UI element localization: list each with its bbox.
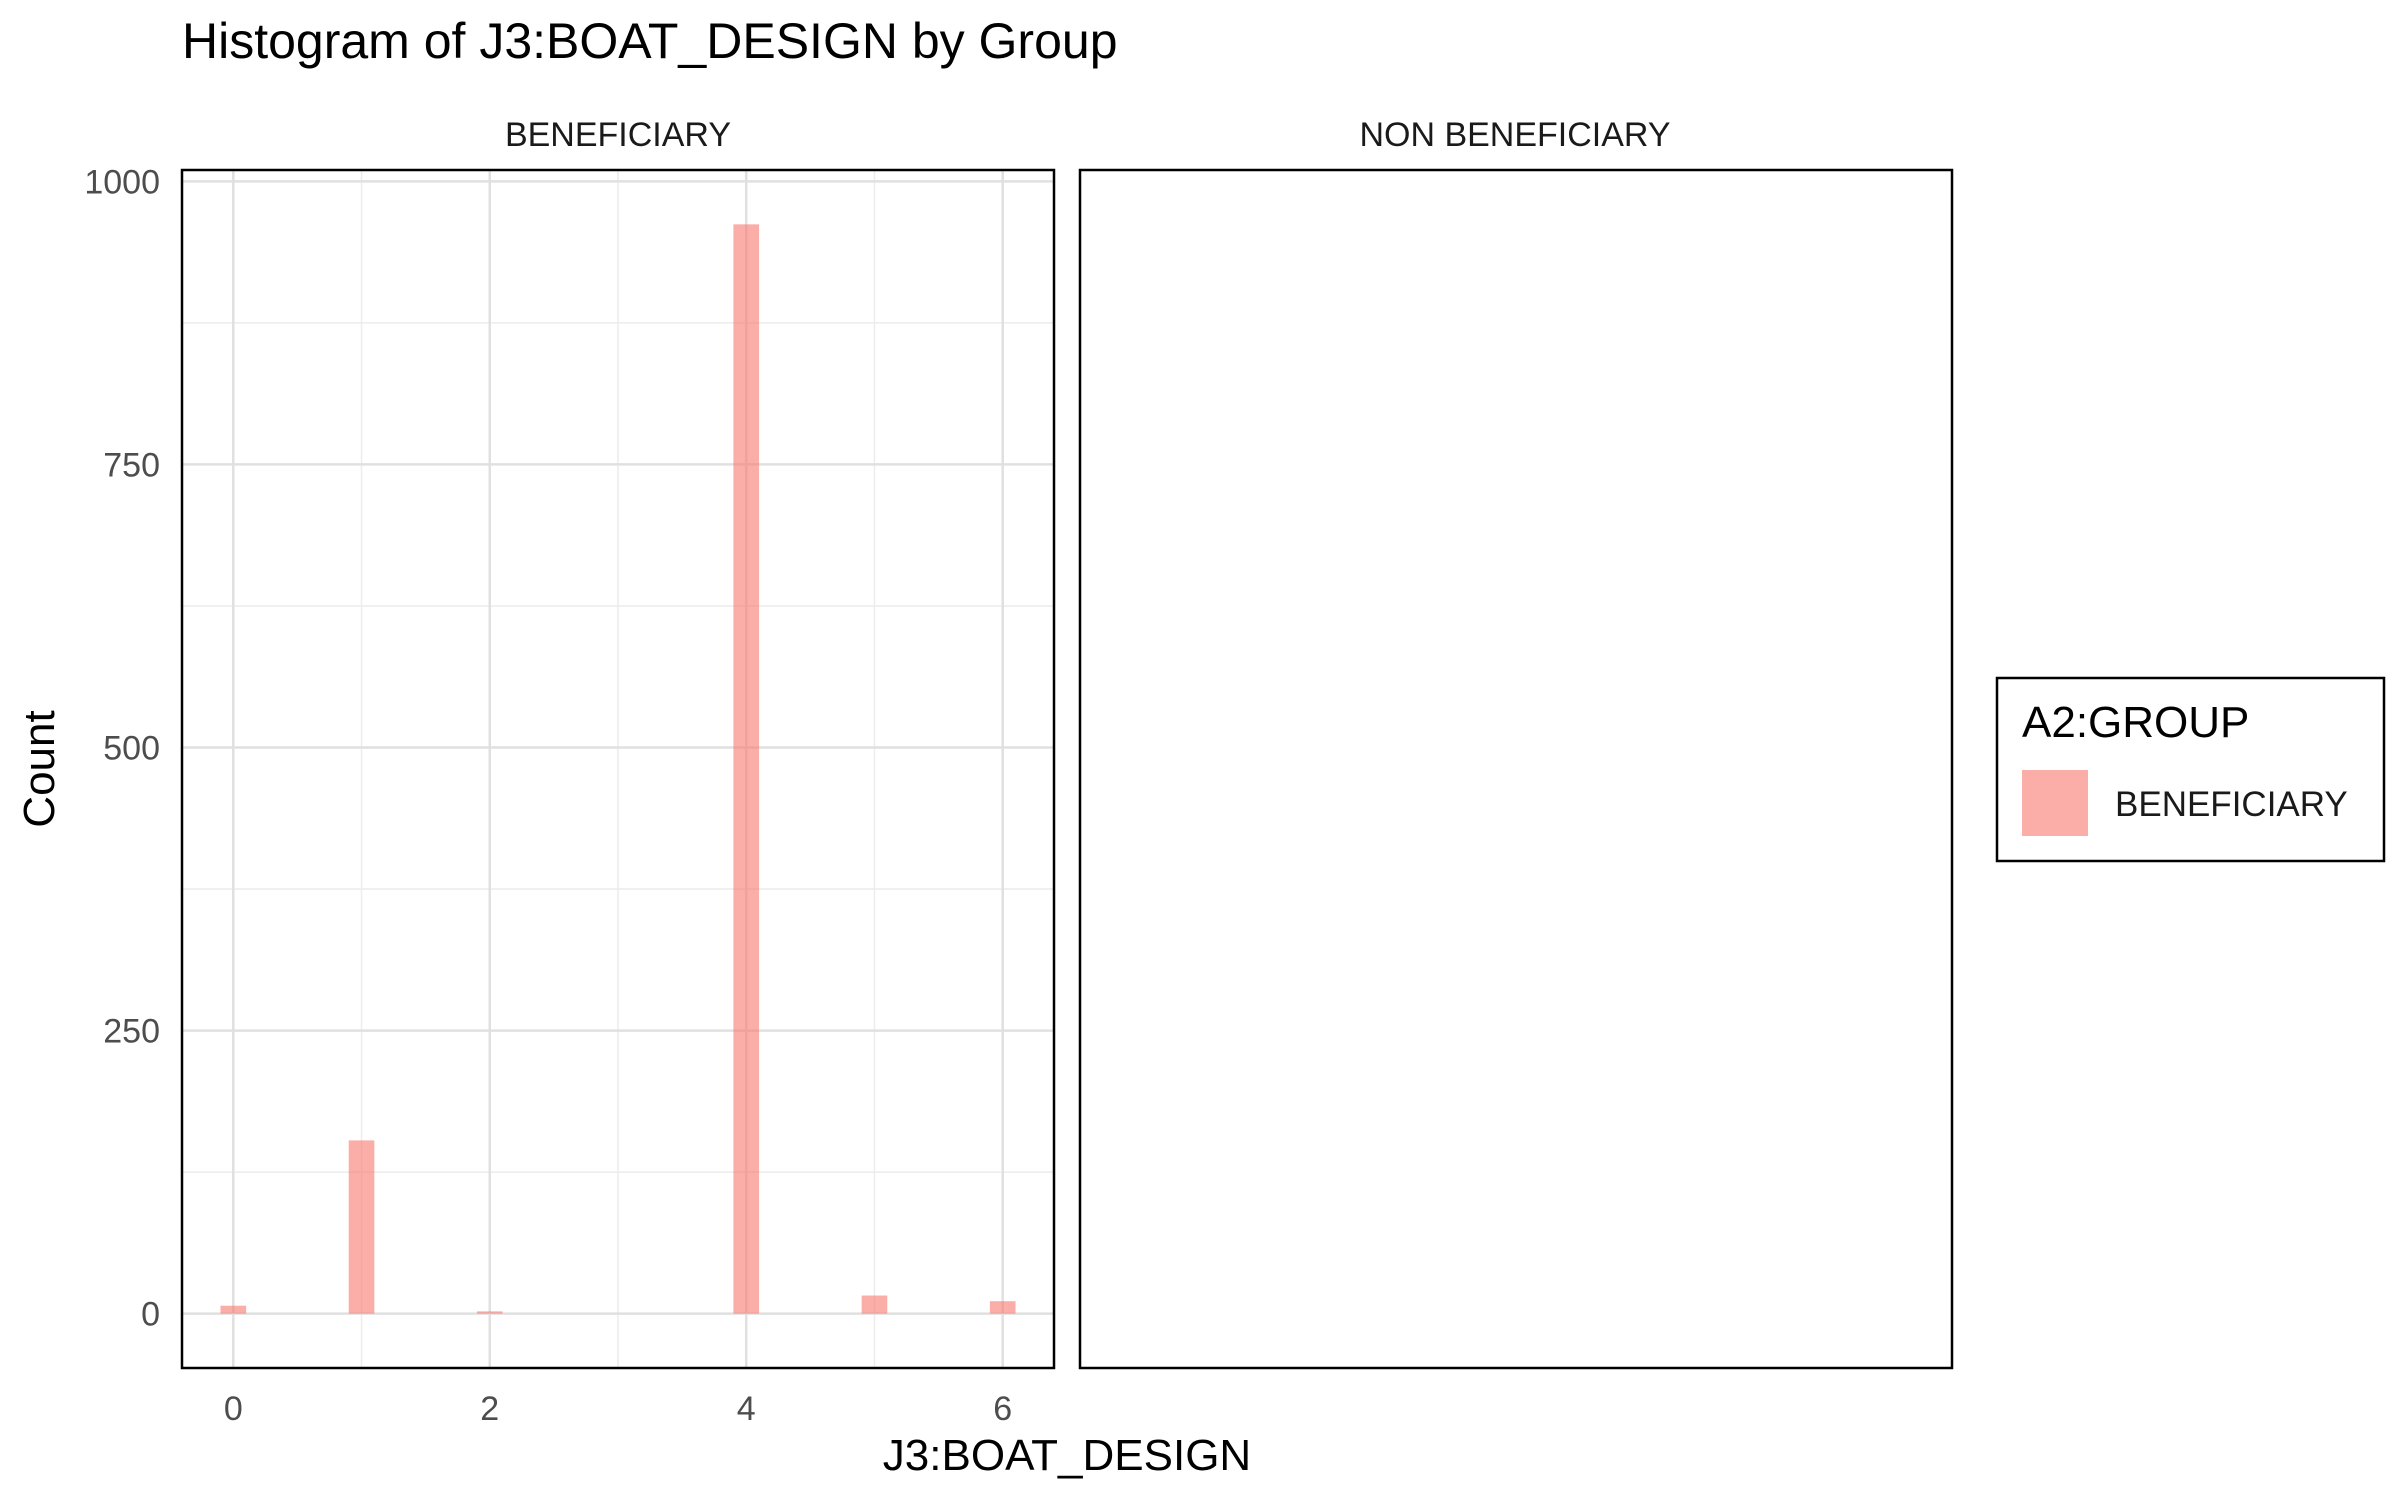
- histogram-bar: [348, 1140, 375, 1314]
- x-tick-label: 4: [737, 1390, 756, 1428]
- x-axis-title: J3:BOAT_DESIGN: [883, 1431, 1251, 1480]
- histogram-bar: [733, 224, 760, 1314]
- facet-panel-beneficiary: BENEFICIARY: [180, 116, 1056, 1370]
- y-axis-ticks: 0 250 500 750 1000: [84, 163, 160, 1333]
- y-tick-label: 250: [103, 1013, 160, 1051]
- panel-border: [1078, 168, 1954, 1370]
- histogram-bar: [476, 1311, 503, 1314]
- x-tick-label: 2: [480, 1390, 499, 1428]
- legend-title: A2:GROUP: [2022, 698, 2249, 747]
- y-tick-label: 500: [103, 729, 160, 767]
- histogram-bar: [861, 1295, 888, 1314]
- facet-strip-label: NON BENEFICIARY: [1359, 116, 1670, 154]
- facet-panel-non-beneficiary: NON BENEFICIARY: [1078, 116, 1954, 1370]
- x-tick-label: 6: [993, 1390, 1012, 1428]
- y-tick-label: 0: [141, 1296, 160, 1334]
- grid-lines: [182, 170, 1054, 1368]
- bar-series: [220, 224, 1016, 1314]
- legend-item-label: BENEFICIARY: [2115, 785, 2348, 824]
- facet-strip-label: BENEFICIARY: [505, 116, 731, 154]
- y-tick-label: 1000: [84, 163, 160, 201]
- legend: A2:GROUP BENEFICIARY: [1995, 676, 2386, 863]
- y-axis-title: Count: [15, 710, 64, 827]
- legend-key-swatch: [2022, 770, 2088, 836]
- histogram-bar: [220, 1305, 247, 1314]
- x-axis-ticks: 0 2 4 6: [224, 1390, 1012, 1428]
- chart-title: Histogram of J3:BOAT_DESIGN by Group: [182, 13, 1118, 69]
- x-tick-label: 0: [224, 1390, 243, 1428]
- y-tick-label: 750: [103, 446, 160, 484]
- panel-border: [180, 168, 1056, 1370]
- histogram-bar: [989, 1301, 1016, 1314]
